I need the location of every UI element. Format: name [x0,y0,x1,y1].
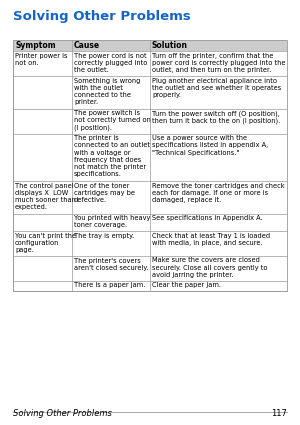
Bar [13,181,72,231]
Text: 117: 117 [271,409,287,418]
Text: The power switch is
not correctly turned on
(I position).: The power switch is not correctly turned… [74,110,151,131]
Text: You can't print the
configuration
page.: You can't print the configuration page. [15,232,76,253]
Text: Printer power is
not on.: Printer power is not on. [15,53,68,66]
Text: The power cord is not
correctly plugged into
the outlet.: The power cord is not correctly plugged … [74,53,147,73]
Bar [13,231,72,291]
Text: Remove the toner cartridges and check
each for damage. If one or more is
damaged: Remove the toner cartridges and check ea… [152,182,285,203]
Text: Solving Other Problems: Solving Other Problems [13,10,191,23]
Bar [13,40,287,51]
Text: There is a paper jam.: There is a paper jam. [74,283,145,289]
Text: Solving Other Problems: Solving Other Problems [13,409,112,418]
Text: You printed with heavy
toner coverage.: You printed with heavy toner coverage. [74,215,150,228]
Text: The tray is empty.: The tray is empty. [74,232,134,238]
Text: Check that at least Tray 1 is loaded
with media, in place, and secure.: Check that at least Tray 1 is loaded wit… [152,232,270,246]
Text: Something is wrong
with the outlet
connected to the
printer.: Something is wrong with the outlet conne… [74,77,140,105]
Text: Turn the power switch off (O position),
then turn it back to the on (I position): Turn the power switch off (O position), … [152,110,280,124]
Bar [13,40,287,291]
Text: The control panel
displays X  LOW
much sooner than
expected.: The control panel displays X LOW much so… [15,182,76,210]
Text: Turn off the printer, confirm that the
power cord is correctly plugged into the
: Turn off the printer, confirm that the p… [152,53,286,73]
Text: Symptom: Symptom [15,41,56,50]
Text: Make sure the covers are closed
securely. Close all covers gently to
avoid jarri: Make sure the covers are closed securely… [152,258,268,278]
Text: Cause: Cause [74,41,100,50]
Text: See specifications in Appendix A.: See specifications in Appendix A. [152,215,262,221]
Text: Clear the paper jam.: Clear the paper jam. [152,283,221,289]
Text: The printer is
connected to an outlet
with a voltage or
frequency that does
not : The printer is connected to an outlet wi… [74,135,150,177]
Text: Use a power source with the
specifications listed in appendix A,
"Technical Spec: Use a power source with the specificatio… [152,135,268,156]
Text: One of the toner
cartridges may be
defective.: One of the toner cartridges may be defec… [74,182,135,203]
Text: Solution: Solution [152,41,188,50]
Bar [13,51,72,181]
Text: Plug another electrical appliance into
the outlet and see whether it operates
pr: Plug another electrical appliance into t… [152,77,281,98]
Text: The printer's covers
aren't closed securely.: The printer's covers aren't closed secur… [74,258,148,271]
